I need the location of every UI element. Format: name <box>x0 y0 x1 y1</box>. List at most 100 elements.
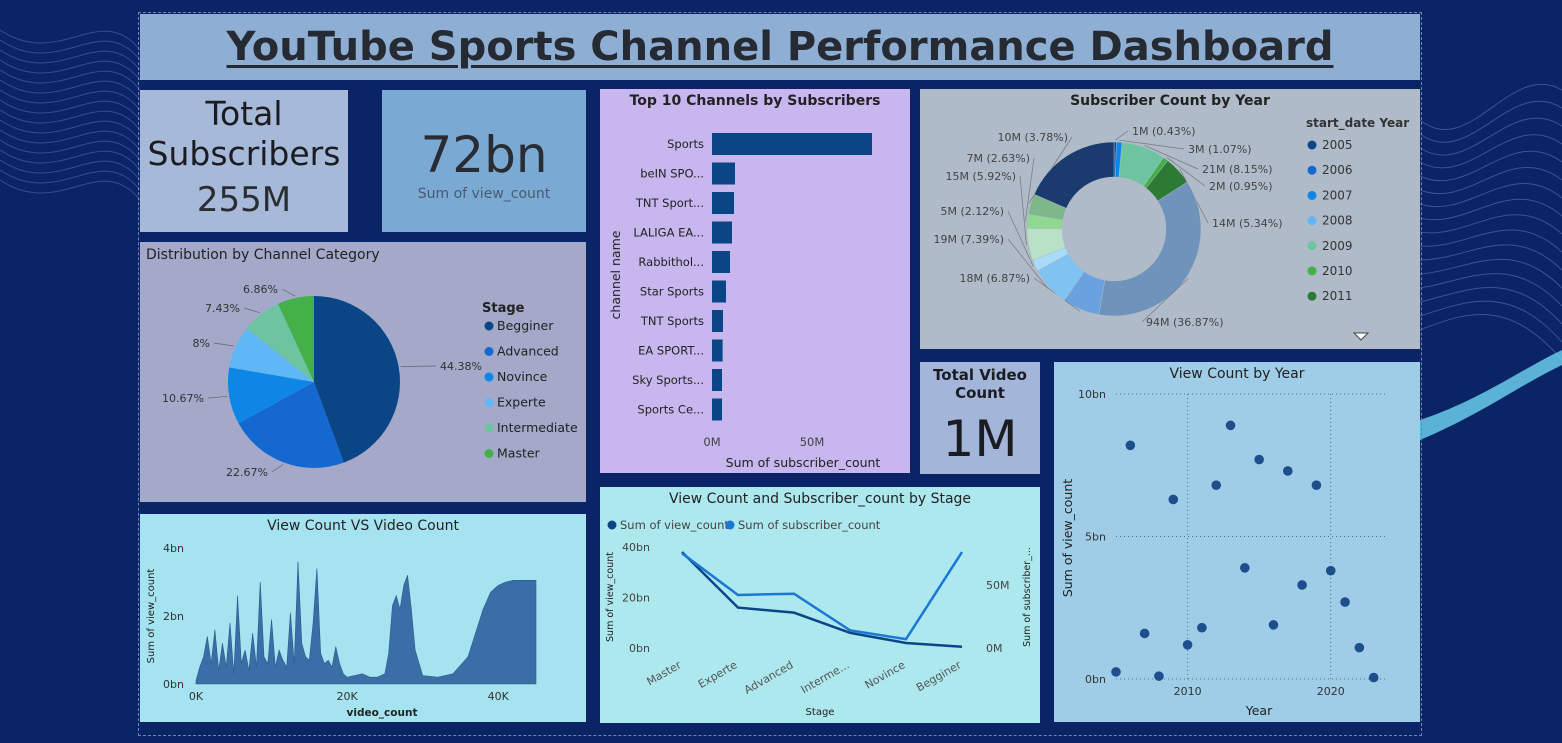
pie-slice[interactable] <box>246 303 314 382</box>
total-subscribers-card[interactable]: Total Subscribers 255M <box>140 90 348 232</box>
line-y-tick-label: 20bn <box>622 592 650 605</box>
scatter-point[interactable] <box>1340 597 1350 607</box>
pie-title: Distribution by Channel Category <box>146 247 380 263</box>
bar[interactable] <box>712 251 730 273</box>
bar[interactable] <box>712 221 732 244</box>
category-pie-chart[interactable]: Distribution by Channel Category 44.38% 22… <box>140 242 586 502</box>
pie-slice[interactable] <box>278 296 314 382</box>
area-x-axis-label: video_count <box>347 707 418 719</box>
donut-legend-marker <box>1307 216 1317 226</box>
pie-slice[interactable] <box>314 296 400 463</box>
pie-legend-marker <box>484 347 494 356</box>
bg-swirl-right <box>1419 83 1562 131</box>
pie-data-label: 44.38% <box>440 360 482 373</box>
scatter-point[interactable] <box>1139 628 1150 639</box>
bar-category-label: EA SPORT... <box>638 344 704 358</box>
pie-leader-line <box>271 464 284 473</box>
scatter-point[interactable] <box>1125 440 1136 451</box>
top10-bar-panel[interactable]: Top 10 Channels by Subscribers Sports beIN… <box>600 89 910 473</box>
views-card[interactable]: 72bn Sum of view_count <box>382 90 586 232</box>
scatter-point[interactable] <box>1168 494 1179 505</box>
line-x-axis-label: Stage <box>806 707 835 718</box>
pie-leader-line <box>281 288 296 297</box>
line-y2-tick-label: 50M <box>986 579 1010 592</box>
bar[interactable] <box>712 280 726 303</box>
area-chart-panel[interactable]: View Count VS Video Count 0bn 2bn 4bn 0K 20K 4… <box>140 514 586 722</box>
bg-swirl-right <box>1419 117 1562 156</box>
scatter-x-tick-label: 2010 <box>1174 685 1202 698</box>
stage-line-panel[interactable]: View Count and Subscriber_count by Stage… <box>600 487 1040 723</box>
bar-category-label: Sports <box>667 137 704 151</box>
scatter-point[interactable] <box>1354 642 1365 653</box>
pie-slice[interactable] <box>229 328 314 382</box>
bar[interactable] <box>712 398 722 421</box>
line-legend-marker <box>607 520 617 530</box>
bar[interactable] <box>712 162 735 185</box>
dashboard-title-bar: YouTube Sports Channel Performance Dashb… <box>140 14 1420 80</box>
scatter-point[interactable] <box>1182 640 1193 650</box>
bar[interactable] <box>712 133 872 155</box>
line-y-axis-label: Sum of view_count <box>605 552 616 642</box>
pie-slice[interactable] <box>238 382 344 468</box>
legend-scroll-down-icon[interactable] <box>1352 332 1370 341</box>
scatter-point[interactable] <box>1297 580 1307 590</box>
donut-legend-label: 2006 <box>1322 163 1353 177</box>
bar[interactable] <box>712 310 723 332</box>
dashboard-title: YouTube Sports Channel Performance Dashb… <box>226 24 1334 70</box>
year-scatter-chart[interactable]: View Count by Year 0bn 5bn 10bn 2010 2020 Year… <box>1054 362 1420 722</box>
pie-legend-marker <box>484 321 494 331</box>
donut-legend-label: 2011 <box>1322 289 1353 303</box>
total-subscribers-label: Total Subscribers <box>140 94 348 174</box>
pie-slice[interactable] <box>228 367 314 424</box>
donut-legend-label: 2005 <box>1322 138 1353 152</box>
donut-data-label: 2M (0.95%) <box>1209 180 1273 193</box>
pie-legend-label: Master <box>497 446 541 461</box>
bg-swirl-right <box>1419 134 1562 169</box>
views-value: 72bn <box>420 126 548 184</box>
donut-legend-marker <box>1307 291 1317 301</box>
scatter-point[interactable] <box>1325 565 1336 576</box>
area-series[interactable] <box>195 561 537 685</box>
scatter-point[interactable] <box>1154 671 1164 681</box>
scatter-point[interactable] <box>1211 480 1222 490</box>
stage-line-chart[interactable]: View Count and Subscriber_count by Stage… <box>600 487 1040 723</box>
pie-legend-label: Advanced <box>497 344 559 359</box>
donut-data-label: 5M (2.12%) <box>940 205 1004 218</box>
scatter-point[interactable] <box>1240 563 1250 573</box>
scatter-point[interactable] <box>1282 466 1293 476</box>
bar-x-tick-label: 50M <box>800 435 825 449</box>
bg-swirl-left <box>0 129 141 151</box>
bg-swirl-right <box>1419 287 1562 325</box>
donut-data-label: 3M (1.07%) <box>1188 143 1252 156</box>
bg-swirl-right <box>1419 300 1562 343</box>
bar[interactable] <box>712 369 722 391</box>
category-pie-panel[interactable]: Distribution by Channel Category 44.38% 22… <box>140 242 586 502</box>
area-x-tick-label: 20K <box>337 690 359 703</box>
scatter-point[interactable] <box>1268 620 1279 630</box>
scatter-point[interactable] <box>1111 667 1121 677</box>
bar[interactable] <box>712 192 734 214</box>
scatter-point[interactable] <box>1225 420 1236 431</box>
donut-slice[interactable] <box>1098 181 1202 317</box>
scatter-point[interactable] <box>1311 480 1322 490</box>
line-series[interactable] <box>681 551 964 641</box>
bg-swirl-left <box>0 69 141 91</box>
view-vs-video-area-chart[interactable]: View Count VS Video Count 0bn 2bn 4bn 0K 20K 4… <box>140 514 586 722</box>
year-donut-chart[interactable]: Subscriber Count by Year 1M (0.43%) 3M (1.… <box>920 89 1420 349</box>
scatter-point[interactable] <box>1197 622 1207 633</box>
scatter-y-axis-label: Sum of view_count <box>1060 479 1075 597</box>
donut-leader-line <box>1115 130 1129 141</box>
pie-data-label: 10.67% <box>162 392 204 405</box>
scatter-point[interactable] <box>1254 454 1264 465</box>
scatter-point[interactable] <box>1368 672 1379 683</box>
year-scatter-panel[interactable]: View Count by Year 0bn 5bn 10bn 2010 2020 Year… <box>1054 362 1420 722</box>
line-x-tick-label: Interme... <box>799 658 852 696</box>
bg-swirl-right <box>1419 214 1562 235</box>
top10-bar-chart[interactable]: Top 10 Channels by Subscribers Sports beIN… <box>600 89 910 473</box>
line-series[interactable] <box>681 551 963 648</box>
bg-swirl-left <box>0 99 141 121</box>
donut-slice[interactable] <box>1033 141 1115 209</box>
total-video-card[interactable]: Total Video Count 1M <box>920 362 1040 474</box>
bar[interactable] <box>712 339 723 362</box>
year-donut-panel[interactable]: Subscriber Count by Year 1M (0.43%) 3M (1.… <box>920 89 1420 349</box>
